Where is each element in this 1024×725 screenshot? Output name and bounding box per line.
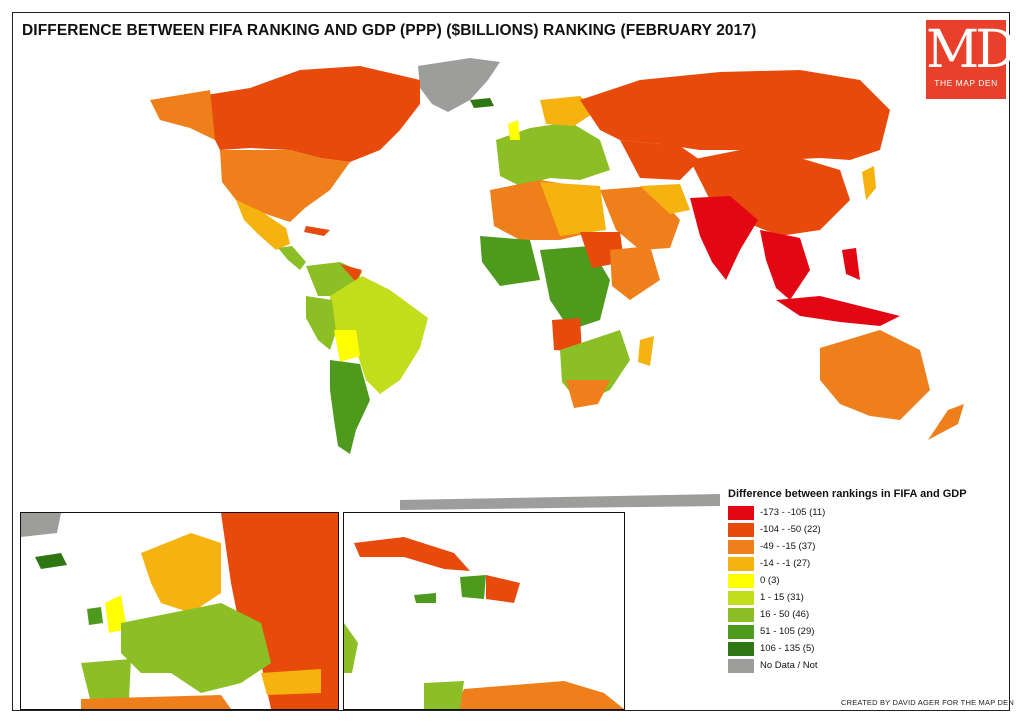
legend-label: 106 - 135 (5) bbox=[760, 643, 815, 654]
alaska bbox=[150, 90, 215, 140]
angola bbox=[552, 318, 582, 352]
inset-iberia bbox=[81, 659, 131, 703]
brazil bbox=[330, 276, 428, 394]
inset-north-africa bbox=[81, 695, 231, 709]
legend-swatch bbox=[728, 590, 754, 605]
inset-russia bbox=[221, 513, 338, 709]
legend-item: -173 - -105 (11) bbox=[728, 504, 998, 521]
europe bbox=[496, 122, 610, 186]
iceland bbox=[470, 98, 494, 108]
inset-haiti bbox=[460, 575, 486, 599]
map-legend: Difference between rankings in FIFA and … bbox=[728, 488, 998, 674]
usa bbox=[220, 150, 350, 222]
egypt-libya bbox=[540, 182, 606, 236]
credit-text: CREATED BY DAVID AGER FOR THE MAP DEN bbox=[841, 698, 1014, 707]
inset-colombia bbox=[424, 681, 464, 709]
west-africa bbox=[480, 236, 540, 286]
inset-jamaica bbox=[414, 593, 436, 603]
caribbean-inset-map bbox=[344, 537, 624, 709]
legend-label: 0 (3) bbox=[760, 575, 780, 586]
mexico bbox=[236, 200, 290, 250]
legend-label: -49 - -15 (37) bbox=[760, 541, 816, 552]
peru bbox=[306, 296, 336, 350]
legend-item: -104 - -50 (22) bbox=[728, 521, 998, 538]
legend-swatch bbox=[728, 624, 754, 639]
canada bbox=[200, 66, 420, 162]
antarctica bbox=[400, 494, 720, 510]
guianas bbox=[340, 264, 362, 282]
map-frame bbox=[12, 12, 1010, 711]
europe-inset-map bbox=[21, 513, 338, 709]
japan bbox=[862, 166, 876, 200]
legend-label: -104 - -50 (22) bbox=[760, 524, 821, 535]
logo-subtitle: THE MAP DEN bbox=[934, 78, 998, 88]
legend-swatch bbox=[728, 556, 754, 571]
legend-item: 0 (3) bbox=[728, 572, 998, 589]
inset-cuba bbox=[354, 537, 470, 571]
legend-label: 16 - 50 (46) bbox=[760, 609, 810, 620]
legend-title: Difference between rankings in FIFA and … bbox=[728, 488, 967, 500]
legend-label: No Data / Not bbox=[760, 660, 818, 671]
south-africa bbox=[566, 380, 610, 408]
legend-items: -173 - -105 (11) -104 - -50 (22) -49 - -15… bbox=[728, 504, 998, 674]
legend-swatch bbox=[728, 607, 754, 622]
map-den-logo: MD THE MAP DEN bbox=[926, 20, 1017, 99]
central-america bbox=[278, 246, 306, 270]
inset-iceland bbox=[35, 553, 67, 569]
inset-central-america bbox=[344, 623, 358, 673]
logo-text: MD bbox=[926, 20, 1017, 80]
madagascar bbox=[638, 336, 654, 366]
southeast-asia bbox=[760, 230, 810, 300]
legend-item: -14 - -1 (27) bbox=[728, 555, 998, 572]
india bbox=[690, 196, 758, 280]
legend-item: 1 - 15 (31) bbox=[728, 589, 998, 606]
legend-swatch bbox=[728, 505, 754, 520]
legend-swatch bbox=[728, 658, 754, 673]
inset-venezuela bbox=[454, 681, 624, 709]
east-africa bbox=[610, 246, 660, 300]
legend-swatch bbox=[728, 522, 754, 537]
iran bbox=[640, 184, 690, 214]
inset-scandinavia bbox=[141, 533, 221, 613]
legend-item: 51 - 105 (29) bbox=[728, 623, 998, 640]
inset-dominican-republic bbox=[486, 575, 520, 603]
inset-continental-europe bbox=[121, 603, 271, 693]
map-title: DIFFERENCE BETWEEN FIFA RANKING AND GDP … bbox=[22, 22, 757, 39]
philippines bbox=[842, 248, 860, 280]
china bbox=[690, 150, 850, 236]
legend-label: -173 - -105 (11) bbox=[760, 507, 826, 518]
new-zealand bbox=[928, 404, 964, 440]
legend-label: 51 - 105 (29) bbox=[760, 626, 815, 637]
inset-ireland bbox=[87, 607, 103, 625]
legend-swatch bbox=[728, 641, 754, 656]
legend-item: No Data / Not bbox=[728, 657, 998, 674]
greenland bbox=[418, 58, 500, 112]
australia bbox=[820, 330, 930, 420]
uk bbox=[508, 120, 520, 140]
legend-label: 1 - 15 (31) bbox=[760, 592, 804, 603]
legend-swatch bbox=[728, 539, 754, 554]
inset-turkey bbox=[261, 669, 321, 695]
legend-label: -14 - -1 (27) bbox=[760, 558, 811, 569]
indonesia bbox=[776, 296, 900, 326]
central-asia bbox=[620, 140, 700, 180]
russia bbox=[580, 70, 890, 160]
inset-svalbard bbox=[21, 513, 61, 537]
legend-swatch bbox=[728, 573, 754, 588]
europe-inset bbox=[20, 512, 339, 710]
caribbean-inset bbox=[343, 512, 625, 710]
legend-item: 106 - 135 (5) bbox=[728, 640, 998, 657]
legend-item: 16 - 50 (46) bbox=[728, 606, 998, 623]
legend-item: -49 - -15 (37) bbox=[728, 538, 998, 555]
argentina-chile bbox=[330, 360, 370, 454]
bolivia bbox=[334, 330, 360, 362]
cuba bbox=[304, 226, 330, 236]
